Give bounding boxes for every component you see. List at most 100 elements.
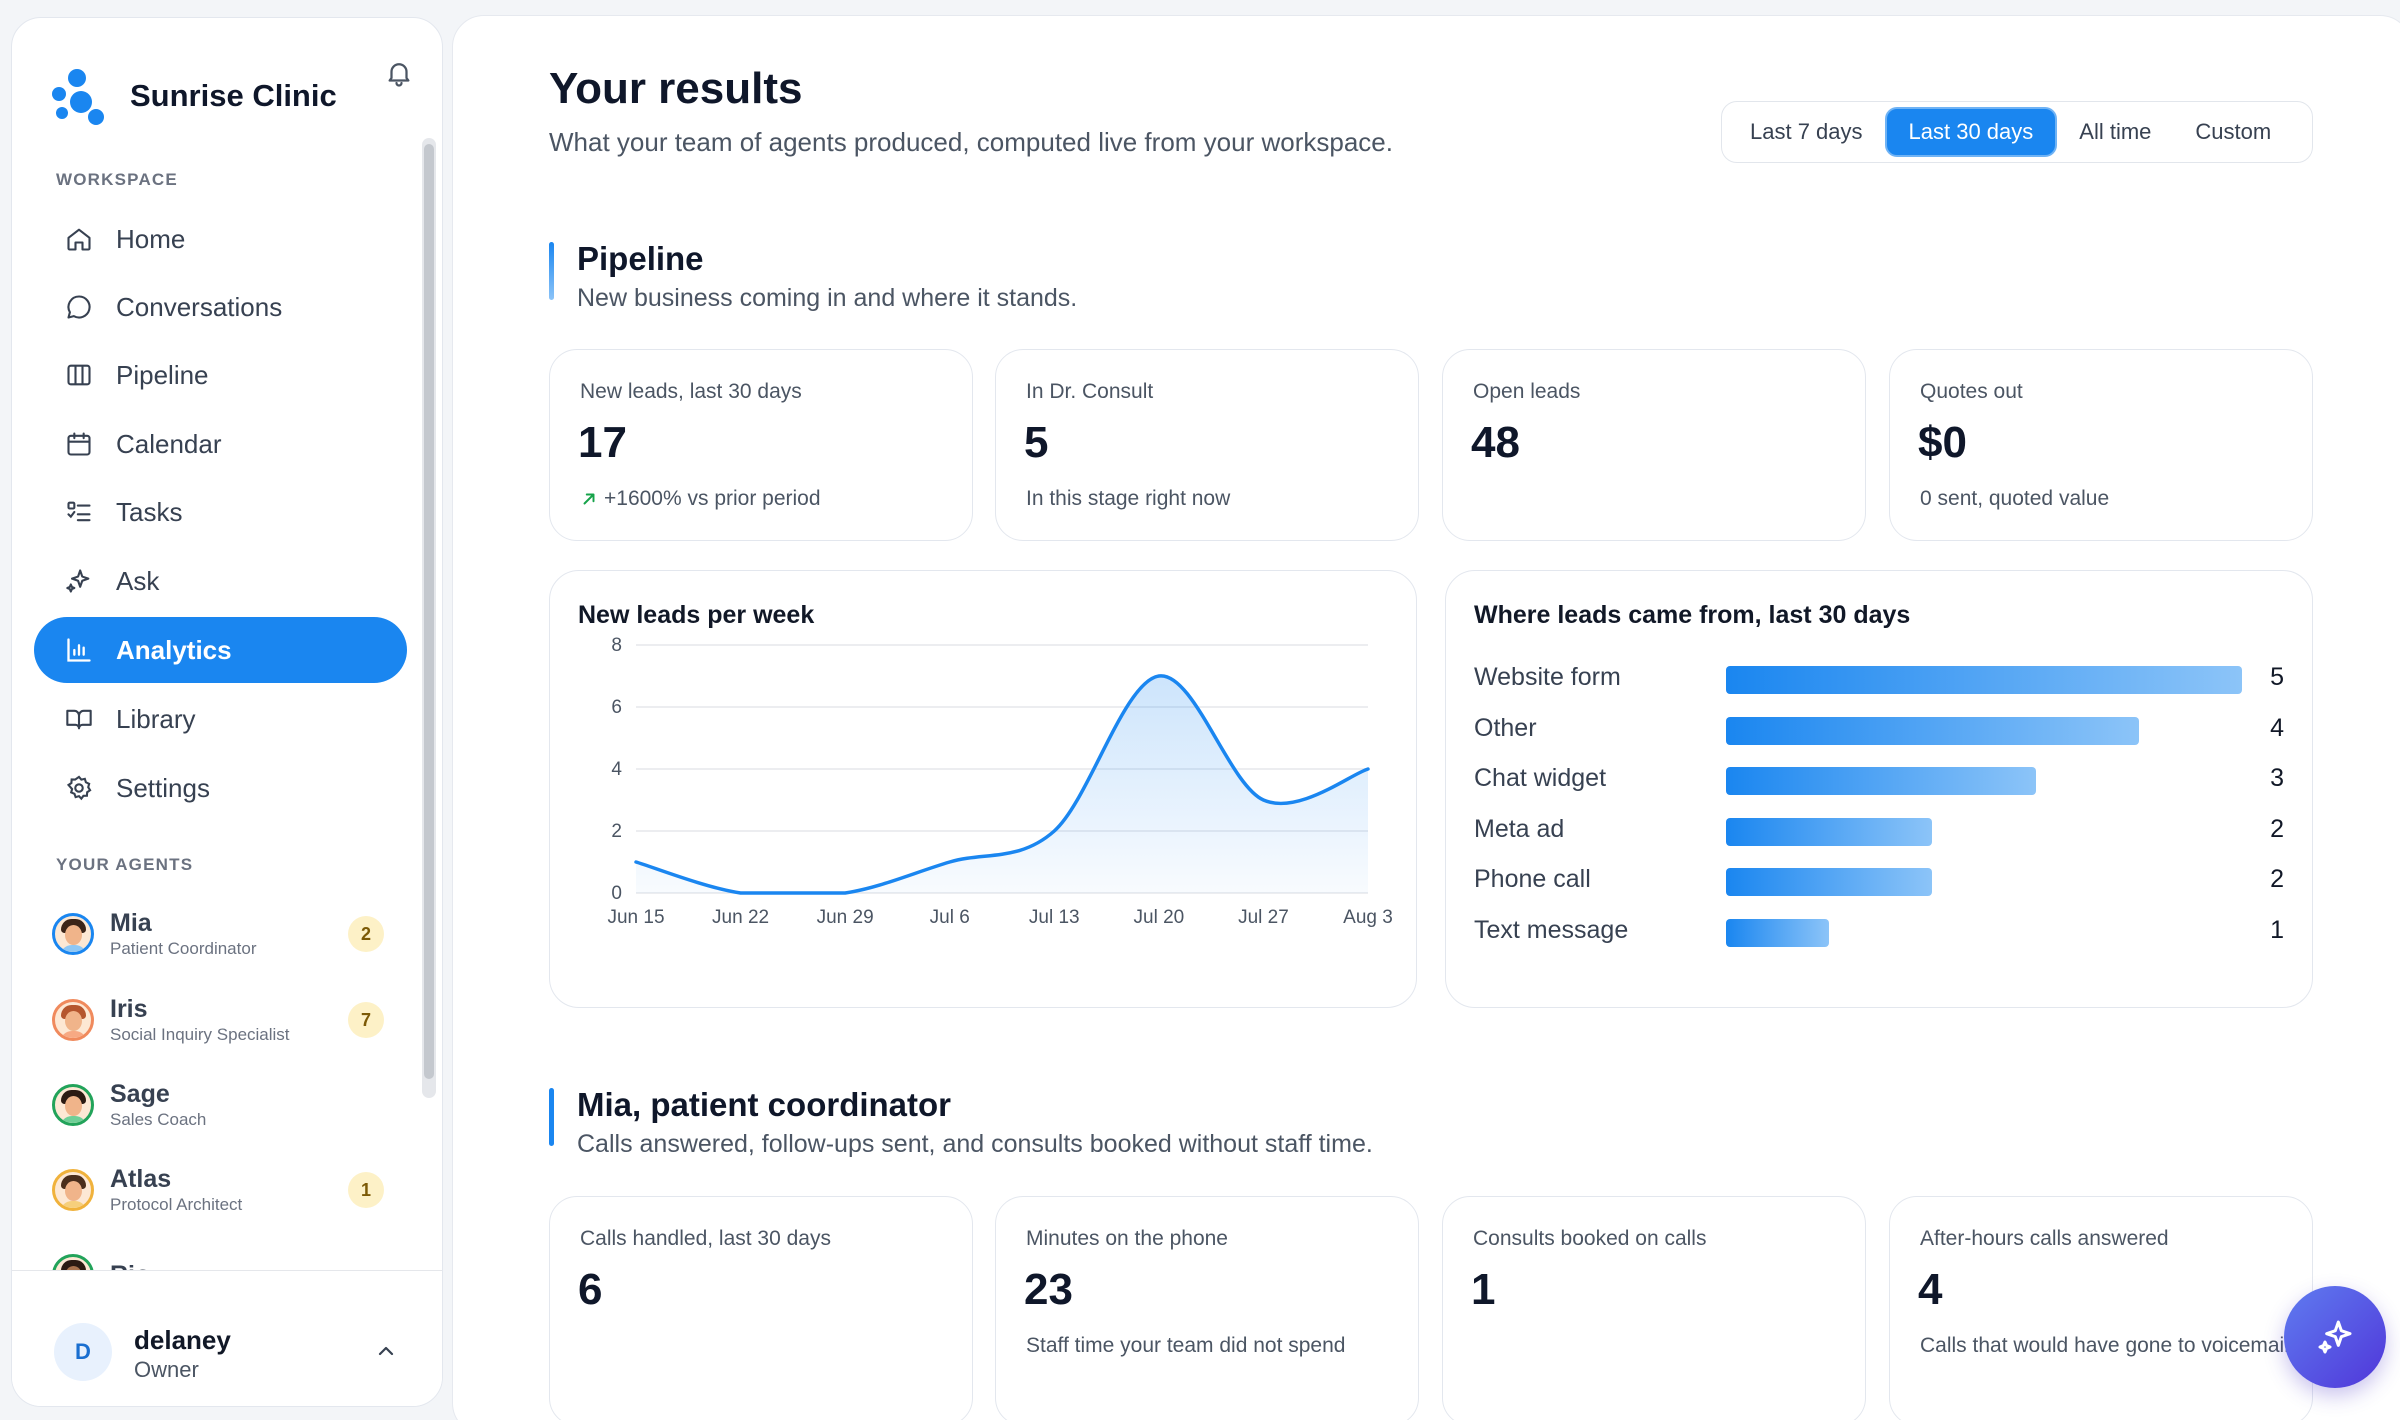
sidebar-scrollbar[interactable]: [422, 138, 436, 1098]
lead-source-row: Website form 5: [1474, 661, 2284, 695]
y-tick-label: 2: [611, 821, 622, 842]
section-title: Mia, patient coordinator: [577, 1086, 952, 1123]
sidebar-item-tasks[interactable]: Tasks: [34, 479, 407, 545]
chart-title: New leads per week: [578, 601, 815, 629]
ai-assistant-button[interactable]: [2284, 1286, 2386, 1388]
sidebar-item-label: Ask: [116, 565, 160, 596]
sidebar-item-label: Settings: [116, 772, 210, 803]
page-subtitle: What your team of agents produced, compu…: [549, 127, 1393, 157]
stat-value: 48: [1471, 418, 1520, 467]
stat-note: Calls that would have gone to voicemail: [1920, 1334, 2289, 1357]
value-label: 5: [2270, 663, 2284, 691]
stat-label: Consults booked on calls: [1473, 1227, 1707, 1250]
sidebar-item-calendar[interactable]: Calendar: [34, 411, 407, 477]
agent-name: Atlas: [110, 1165, 172, 1193]
agent-name: Sage: [110, 1080, 170, 1108]
lead-source-row: Phone call 2: [1474, 863, 2284, 897]
stat-card-new-leads: New leads, last 30 days 17 +1600% vs pri…: [549, 349, 973, 541]
avatar: [52, 1169, 94, 1211]
range-last-7-days[interactable]: Last 7 days: [1750, 119, 1863, 144]
stat-value: 1: [1471, 1265, 1496, 1314]
scrollbar-thumb[interactable]: [424, 144, 434, 1079]
stat-card-after-hours-calls: After-hours calls answered 4 Calls that …: [1889, 1196, 2313, 1420]
value-label: 1: [2270, 915, 2284, 944]
x-tick-label: Jun 22: [712, 907, 769, 928]
trend-text: +1600% vs prior period: [604, 487, 821, 510]
avatar: D: [54, 1323, 112, 1381]
agents-section-label: YOUR AGENTS: [56, 855, 194, 874]
sidebar-item-pipeline[interactable]: Pipeline: [34, 342, 407, 408]
stat-value: 6: [578, 1265, 603, 1314]
stat-card-calls-handled: Calls handled, last 30 days 6: [549, 1196, 973, 1420]
stat-note: In this stage right now: [1026, 487, 1231, 510]
x-tick-label: Jul 6: [930, 907, 970, 928]
sidebar-item-conversations[interactable]: Conversations: [34, 274, 407, 340]
lead-source-row: Text message 1: [1474, 914, 2284, 948]
stat-card-consults-booked: Consults booked on calls 1: [1442, 1196, 1866, 1420]
main-content: Your results What your team of agents pr…: [452, 15, 2400, 1420]
agent-role: Protocol Architect: [110, 1195, 243, 1214]
notification-badge: 1: [348, 1172, 384, 1208]
sidebar-item-settings[interactable]: Settings: [34, 755, 407, 821]
sidebar-item-analytics[interactable]: Analytics: [34, 617, 407, 683]
bell-icon[interactable]: [384, 56, 414, 90]
section-accent-bar: [549, 242, 554, 300]
book-icon: [64, 704, 94, 734]
brand-name: Sunrise Clinic: [130, 78, 337, 113]
stat-card-open-leads: Open leads 48: [1442, 349, 1866, 541]
stat-value: 4: [1918, 1265, 1943, 1314]
stat-label: After-hours calls answered: [1920, 1227, 2169, 1250]
brand[interactable]: Sunrise Clinic: [50, 56, 337, 136]
agent-item-mia[interactable]: Mia Patient Coordinator 2: [52, 899, 392, 969]
series-line: [634, 674, 1370, 895]
y-tick-label: 8: [611, 635, 622, 656]
range-all-time[interactable]: All time: [2079, 119, 2152, 144]
agent-item-iris[interactable]: Iris Social Inquiry Specialist 7: [52, 985, 392, 1055]
stat-card-quotes-out: Quotes out $0 0 sent, quoted value: [1889, 349, 2313, 541]
category-label: Other: [1474, 713, 1537, 742]
range-custom[interactable]: Custom: [2195, 119, 2272, 144]
lead-source-row: Meta ad 2: [1474, 813, 2284, 847]
checklist-icon: [64, 497, 94, 527]
x-tick-label: Jul 20: [1134, 907, 1185, 928]
stat-label: Quotes out: [1920, 380, 2023, 403]
stat-label: Minutes on the phone: [1026, 1227, 1228, 1250]
stat-note: +1600% vs prior period: [580, 484, 960, 513]
agent-name: Iris: [110, 995, 148, 1023]
agent-item-atlas[interactable]: Atlas Protocol Architect 1: [52, 1155, 392, 1225]
sidebar-item-ask[interactable]: Ask: [34, 548, 407, 614]
sidebar-item-label: Pipeline: [116, 359, 209, 390]
agent-role: Patient Coordinator: [110, 939, 257, 958]
value-label: 4: [2270, 713, 2284, 742]
sparkles-icon: [64, 566, 94, 596]
sparkles-icon: [2315, 1317, 2355, 1357]
sidebar-item-home[interactable]: Home: [34, 206, 407, 272]
x-tick-label: Aug 3: [1343, 907, 1393, 928]
notification-badge: 7: [348, 1002, 384, 1038]
x-tick-label: Jun 15: [607, 907, 664, 928]
bar: [1726, 767, 2036, 795]
notification-badge: 2: [348, 916, 384, 952]
sidebar-item-library[interactable]: Library: [34, 686, 407, 752]
y-tick-label: 4: [611, 759, 622, 780]
sidebar-item-label: Tasks: [116, 496, 183, 527]
lead-source-row: Chat widget 3: [1474, 762, 2284, 796]
chat-bubble-icon: [64, 292, 94, 322]
user-menu[interactable]: D delaney Owner: [12, 1270, 442, 1406]
bar: [1726, 918, 1830, 947]
range-last-30-days[interactable]: Last 30 days: [1884, 107, 2058, 157]
agent-role: Sales Coach: [110, 1110, 207, 1129]
section-subtitle: Calls answered, follow-ups sent, and con…: [577, 1130, 1373, 1158]
sidebar-item-label: Analytics: [116, 634, 232, 665]
trend-up-icon: [580, 490, 598, 508]
category-label: Meta ad: [1474, 814, 1565, 843]
bar: [1726, 817, 1933, 846]
chevron-up-icon[interactable]: [374, 1339, 398, 1363]
stat-note: 0 sent, quoted value: [1920, 487, 2110, 510]
section-accent-bar: [549, 1088, 554, 1146]
avatar: [52, 913, 94, 955]
agent-item-sage[interactable]: Sage Sales Coach: [52, 1070, 392, 1140]
category-label: Chat widget: [1474, 764, 1607, 792]
stat-card-minutes-on-phone: Minutes on the phone 23 Staff time your …: [995, 1196, 1419, 1420]
workspace-section-label: WORKSPACE: [56, 170, 178, 189]
